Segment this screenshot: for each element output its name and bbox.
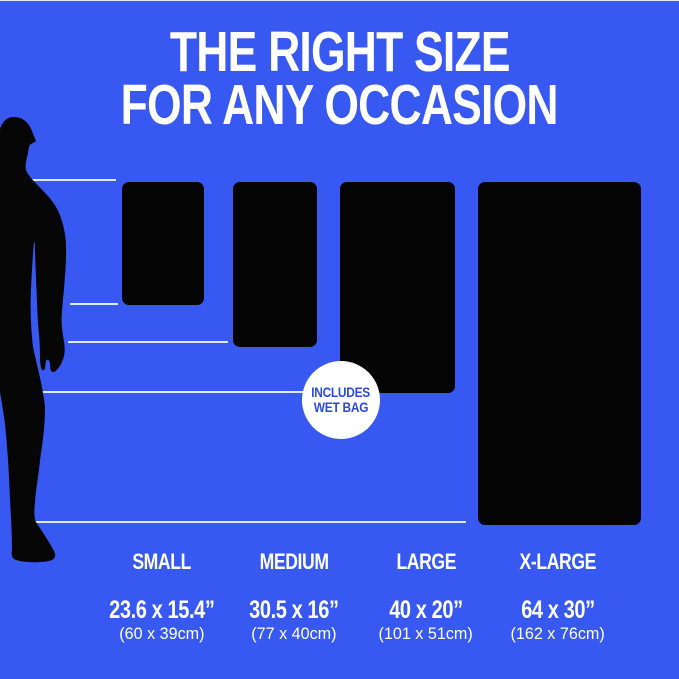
- size-cm: (77 x 40cm): [251, 624, 337, 643]
- guide-line-top: [24, 179, 116, 181]
- badge-line-1: INCLUDES: [311, 384, 371, 400]
- size-name: LARGE: [396, 549, 456, 574]
- size-label-large: LARGE 40 x 20” (101 x 51cm): [360, 548, 492, 643]
- human-silhouette-icon: [0, 117, 67, 563]
- guide-line-xlarge: [28, 521, 466, 523]
- size-inches: 23.6 x 15.4”: [109, 596, 215, 624]
- size-name: X-LARGE: [519, 549, 597, 574]
- size-inches: 64 x 30”: [521, 596, 595, 624]
- title-line-1: THE RIGHT SIZE: [169, 20, 511, 84]
- size-name: MEDIUM: [259, 549, 329, 574]
- size-inches: 30.5 x 16”: [249, 596, 339, 624]
- towel-medium: [233, 182, 317, 347]
- towel-xlarge: [478, 182, 641, 525]
- badge-line-2: WET BAG: [313, 399, 369, 415]
- top-edge-highlight: [0, 0, 679, 1]
- size-name: SMALL: [132, 549, 192, 574]
- page-title: THE RIGHT SIZE FOR ANY OCCASION: [0, 20, 679, 137]
- size-cm: (162 x 76cm): [510, 624, 606, 643]
- towel-small: [122, 182, 204, 305]
- size-label-medium: MEDIUM 30.5 x 16” (77 x 40cm): [228, 548, 360, 643]
- size-label-small: SMALL 23.6 x 15.4” (60 x 39cm): [96, 548, 228, 643]
- size-cm: (60 x 39cm): [119, 624, 205, 643]
- size-inches: 40 x 20”: [389, 596, 463, 624]
- wet-bag-badge: INCLUDES WET BAG: [302, 361, 380, 439]
- guide-line-medium: [68, 341, 228, 343]
- size-cm: (101 x 51cm): [378, 624, 474, 643]
- towel-large: [340, 182, 455, 393]
- guide-line-large: [40, 391, 336, 393]
- guide-line-small: [70, 303, 118, 305]
- title-line-2: FOR ANY OCCASION: [120, 73, 559, 137]
- size-label-xlarge: X-LARGE 64 x 30” (162 x 76cm): [492, 548, 624, 643]
